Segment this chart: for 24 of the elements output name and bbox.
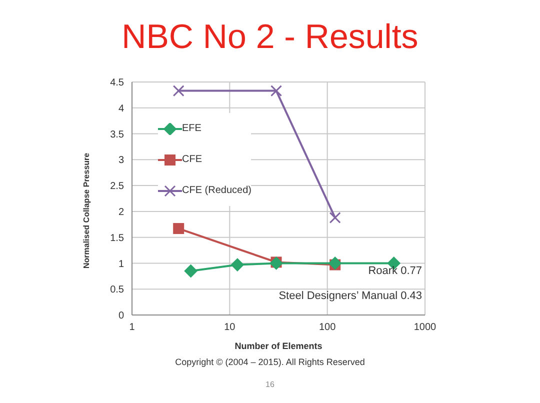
x-tick-label: 1: [129, 322, 136, 334]
y-tick-label: 3.5: [110, 129, 124, 140]
legend-label: CFE: [182, 154, 202, 165]
y-tick-label: 1: [118, 258, 124, 270]
y-tick-label: 1.5: [110, 232, 124, 244]
annotation: Roark 0.77: [368, 265, 422, 277]
x-tick-label: 100: [318, 322, 336, 334]
legend-label: EFE: [182, 123, 202, 134]
y-tick-label: 2.5: [110, 181, 124, 192]
annotation: Steel Designers’ Manual 0.43: [278, 290, 422, 302]
y-axis-title: Normalised Collapse Pressure: [82, 152, 91, 268]
text: 16: [264, 380, 276, 389]
text: Copyright © (2004 – 2015). All Rights Reserved: [174, 357, 366, 367]
y-tick-label: 3: [118, 155, 124, 166]
y-tick-label: 0: [118, 310, 124, 322]
y-tick-label: 0.5: [110, 284, 124, 296]
x-tick-label: 1000: [414, 322, 437, 334]
chart-title: NBC No 2 - Results: [120, 18, 420, 57]
y-tick-label: 2: [118, 206, 124, 218]
y-tick-label: 4: [118, 103, 124, 114]
legend-label: CFE (Reduced): [182, 185, 252, 196]
x-tick-label: 10: [224, 322, 236, 334]
x-axis-title: Number of Elements: [234, 341, 322, 351]
y-tick-label: 4.5: [110, 78, 124, 89]
